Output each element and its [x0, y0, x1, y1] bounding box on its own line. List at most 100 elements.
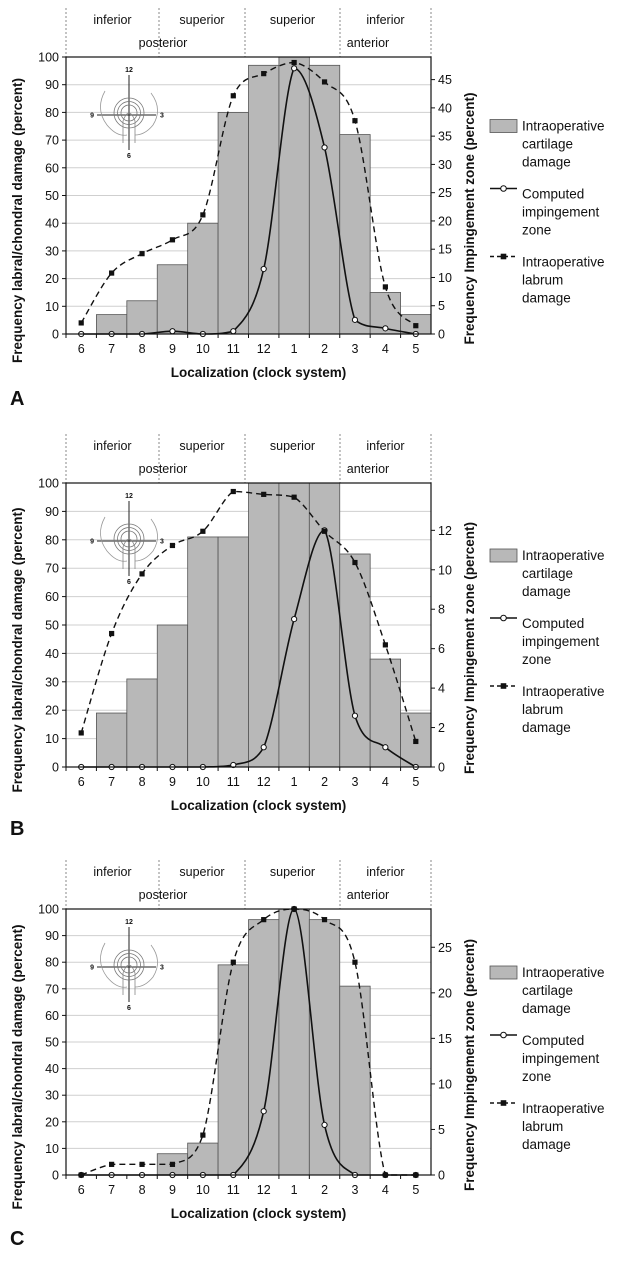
legend-text: impingement: [522, 205, 600, 220]
point-impingement-11: [230, 761, 237, 769]
panel-letter: A: [10, 388, 24, 410]
y-tick-label: 60: [45, 1009, 59, 1023]
y-tick-label: 80: [45, 106, 59, 120]
clock-label-12: 12: [125, 493, 133, 500]
zone-label: inferior: [93, 865, 131, 879]
point-labrum-7: [109, 270, 115, 276]
legend-text: Intraoperative: [522, 1101, 605, 1116]
y-tick-label: 0: [52, 1169, 59, 1183]
bar-10: [187, 1142, 219, 1176]
bar-1: [278, 908, 310, 1176]
panel-letter: B: [10, 818, 24, 840]
y-tick-label: 30: [45, 244, 59, 258]
point-impingement-12: [260, 265, 267, 273]
legend-text: zone: [522, 652, 551, 667]
point-labrum-12: [261, 491, 267, 497]
x-tick-label: 4: [382, 342, 389, 356]
x-tick-label: 10: [196, 775, 210, 789]
clock-ring-2: [113, 523, 145, 555]
point-labrum-4: [382, 642, 388, 648]
x-tick-label: 10: [196, 342, 210, 356]
zone-label: anterior: [347, 36, 389, 50]
bar-12: [248, 919, 280, 1176]
clock-label-9: 9: [90, 113, 94, 120]
legend-swatch-impingement-marker: [500, 614, 507, 622]
y-tick-label: 20: [45, 272, 59, 286]
y2-tick-label: 15: [438, 243, 452, 257]
legend-text: cartilage: [522, 566, 573, 581]
bar-8: [126, 678, 158, 768]
y2-axis-title: Frequency Impingement zone (percent): [462, 92, 477, 344]
point-impingement-12: [260, 744, 267, 751]
y2-tick-label: 40: [438, 101, 452, 115]
x-axis-title: Localization (clock system): [171, 1206, 347, 1221]
x-tick-label: 2: [321, 342, 328, 356]
bar-11: [217, 964, 249, 1176]
bar-4: [369, 658, 401, 768]
x-tick-label: 6: [78, 775, 85, 789]
y-tick-label: 10: [45, 1142, 59, 1156]
legend-text: damage: [522, 1001, 571, 1016]
point-labrum-2: [321, 528, 328, 534]
point-impingement-3: [351, 316, 359, 323]
legend-text: cartilage: [522, 137, 573, 152]
point-labrum-6: [78, 730, 84, 736]
point-labrum-1: [291, 59, 297, 66]
legend-text: Intraoperative: [522, 119, 605, 134]
bar-1: [278, 482, 310, 768]
zone-label: superior: [179, 865, 224, 879]
y-tick-label: 40: [45, 217, 59, 231]
y-tick-label: 100: [38, 51, 59, 65]
x-tick-label: 12: [257, 1183, 271, 1197]
point-impingement-3: [351, 712, 359, 719]
clock-ring-1: [117, 527, 141, 551]
point-impingement-11: [230, 328, 237, 335]
legend-swatch-impingement-marker: [500, 185, 507, 192]
legend-text: damage: [522, 584, 571, 599]
point-labrum-12: [261, 71, 267, 77]
x-tick-label: 9: [169, 775, 176, 789]
y2-tick-label: 10: [438, 1077, 452, 1091]
y-tick-label: 70: [45, 982, 59, 996]
legend-text: labrum: [522, 702, 563, 717]
y-tick-label: 100: [38, 903, 59, 917]
y-axis-title: Frequency labral/chondral damage (percen…: [10, 507, 25, 792]
y-tick-label: 100: [38, 477, 59, 491]
x-tick-label: 1: [291, 342, 298, 356]
x-tick-label: 4: [382, 1183, 389, 1197]
x-tick-label: 9: [169, 342, 176, 356]
legend-text: Intraoperative: [522, 684, 605, 699]
point-labrum-7: [109, 630, 115, 637]
clock-label-12: 12: [125, 67, 133, 74]
legend-text: Intraoperative: [522, 965, 605, 980]
y-tick-label: 20: [45, 1115, 59, 1129]
bar-10: [187, 222, 219, 335]
point-impingement-12: [260, 1108, 267, 1115]
legend: Intraoperative cartilage damage Computed imp…: [489, 965, 605, 1152]
clock-inset-icon: 12 3 6 9: [90, 493, 164, 586]
point-labrum-3: [352, 559, 358, 566]
point-labrum-9: [169, 237, 176, 243]
legend-text: Intraoperative: [522, 255, 605, 270]
x-tick-label: 2: [321, 1183, 328, 1197]
clock-inset-icon: 12 3 6 9: [90, 919, 164, 1012]
y-axis-title: Frequency labral/chondral damage (percen…: [10, 924, 25, 1209]
y2-tick-label: 0: [438, 761, 445, 775]
y-tick-label: 0: [52, 761, 59, 775]
y2-tick-label: 0: [438, 1169, 445, 1183]
y-tick-label: 60: [45, 161, 59, 175]
legend-text: Computed: [522, 1033, 584, 1048]
y2-tick-label: 20: [438, 214, 452, 228]
legend: Intraoperative cartilage damage Computed imp…: [489, 548, 605, 735]
clock-label-9: 9: [90, 965, 94, 972]
point-labrum-11: [230, 93, 236, 99]
zone-label: inferior: [93, 13, 131, 27]
point-labrum-2: [321, 917, 328, 923]
y-tick-label: 70: [45, 562, 59, 576]
x-tick-label: 7: [108, 342, 115, 356]
legend-swatch-cartilage: [489, 548, 518, 563]
legend-text: Computed: [522, 187, 584, 202]
x-tick-label: 4: [382, 775, 389, 789]
clock-label-6: 6: [127, 1005, 131, 1012]
